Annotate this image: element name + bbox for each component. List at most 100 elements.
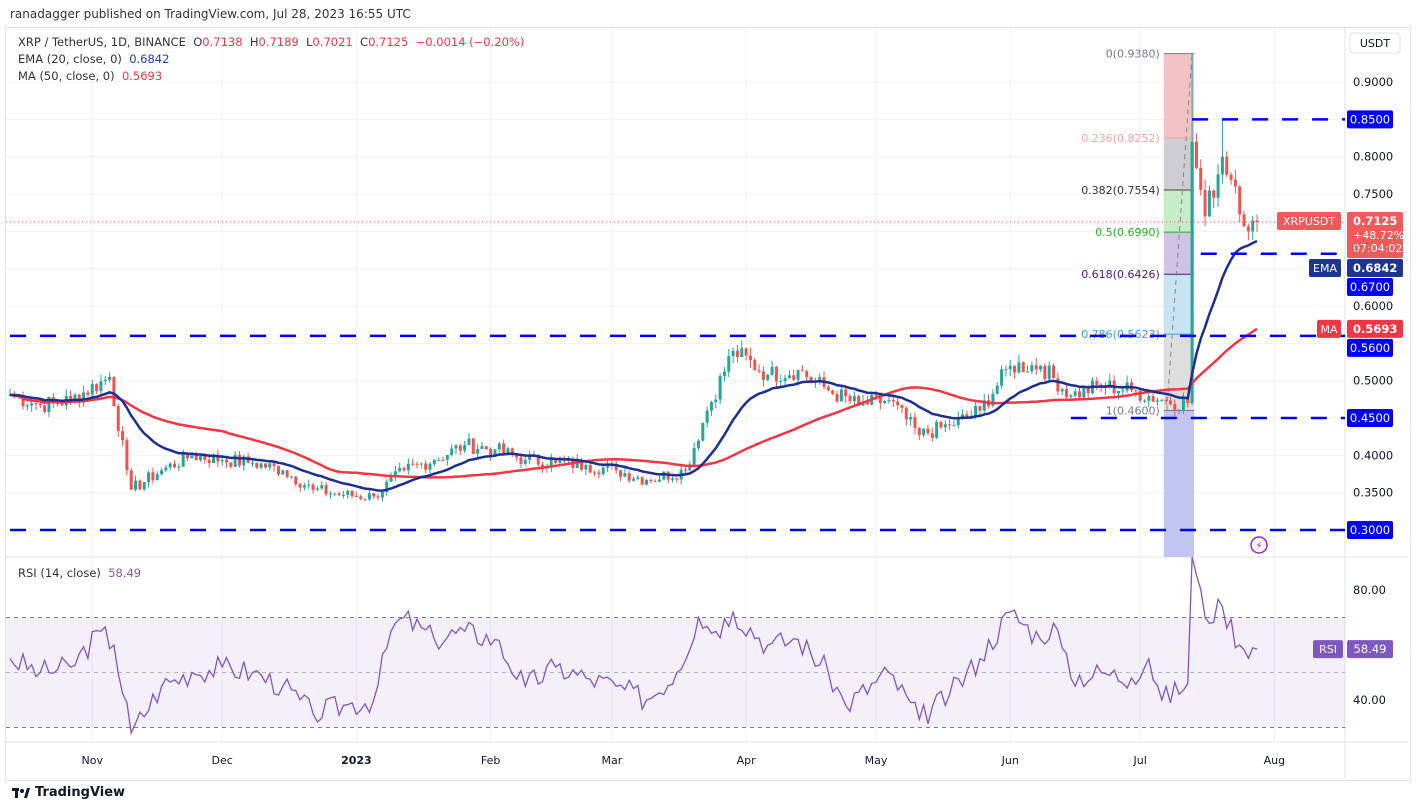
candle-body	[878, 395, 882, 404]
candle-body	[1229, 174, 1233, 180]
currency-label: USDT	[1360, 37, 1391, 50]
candle-body	[376, 496, 380, 498]
fib-zone	[1163, 189, 1195, 233]
candle-body	[722, 371, 726, 376]
tradingview-logo[interactable]: TradingView	[12, 785, 125, 800]
ema-value: 0.6842	[129, 52, 170, 66]
candle-body	[47, 397, 51, 412]
candle-body	[1008, 365, 1012, 370]
price-axis-label: 0.7500	[1353, 187, 1393, 201]
candle-body	[1073, 391, 1077, 396]
candle-body	[307, 484, 311, 486]
candle-body	[597, 472, 601, 475]
price-tag-value: 0.7125	[1353, 214, 1397, 228]
candle-body	[917, 427, 921, 436]
candle-body	[1233, 179, 1237, 187]
fib-level-label: 0.382(0.7554)	[1081, 184, 1160, 197]
candle-body	[913, 417, 917, 428]
candle-body	[1116, 390, 1120, 394]
series-tag	[1277, 212, 1341, 231]
ema-legend[interactable]: EMA (20, close, 0) 0.6842	[18, 52, 169, 66]
fib-level-label: 0.5(0.6990)	[1095, 226, 1160, 239]
candle-body	[787, 375, 791, 379]
rsi-axis-label: 80.00	[1353, 583, 1386, 597]
candle-body	[1017, 362, 1021, 373]
series-tag-label: EMA	[1313, 262, 1337, 275]
candle-body	[982, 400, 986, 411]
candle-body	[476, 448, 480, 454]
candle-body	[766, 374, 770, 380]
candle-body	[761, 371, 765, 380]
close-label: C	[360, 35, 369, 49]
candle-body	[653, 480, 657, 482]
ma-legend[interactable]: MA (50, close, 0) 0.5693	[18, 69, 162, 83]
candle-body	[1207, 190, 1211, 217]
candle-body	[601, 467, 605, 475]
candle-body	[519, 457, 523, 464]
candle-body	[108, 376, 112, 380]
candle-body	[961, 414, 965, 418]
candle-body	[744, 348, 748, 356]
candle-body	[939, 421, 943, 428]
candle-body	[103, 379, 107, 381]
candle-body	[1034, 365, 1038, 370]
candle-body	[675, 478, 679, 480]
time-axis-label: Feb	[481, 754, 500, 767]
candle-body	[839, 389, 843, 402]
candle-body	[90, 384, 94, 395]
candle-body	[714, 399, 718, 403]
candle-body	[242, 456, 246, 466]
candle-body	[1013, 365, 1017, 373]
candle-body	[779, 381, 783, 383]
candle-body	[276, 465, 280, 475]
ma-line	[9, 327, 1258, 479]
candle-body	[619, 470, 623, 477]
candle-body	[138, 480, 142, 490]
candle-body	[320, 485, 324, 489]
time-axis-label: Apr	[737, 754, 757, 767]
candle-body	[134, 480, 138, 490]
candle-body	[1108, 380, 1112, 388]
rsi-legend[interactable]: RSI (14, close) 58.49	[18, 566, 141, 580]
candle-body	[458, 445, 462, 451]
candle-body	[1086, 386, 1090, 394]
price-axis-label: 0.6000	[1353, 299, 1393, 313]
fib-level-label: 0.236(0.8252)	[1081, 132, 1160, 145]
candle-body	[190, 455, 194, 459]
candle-body	[645, 479, 649, 485]
candle-body	[891, 400, 895, 402]
candle-body	[1216, 174, 1220, 198]
candle-body	[792, 375, 796, 380]
candle-body	[562, 460, 566, 462]
candle-body	[965, 414, 969, 417]
candle-body	[658, 479, 661, 482]
candle-body	[1181, 398, 1185, 410]
candle-body	[1078, 391, 1082, 398]
ma-value: 0.5693	[121, 69, 163, 83]
candle-body	[1060, 389, 1064, 392]
candle-body	[86, 392, 90, 395]
candle-body	[549, 459, 553, 468]
open-label: O	[193, 35, 203, 49]
candle-body	[909, 417, 913, 420]
price-tag-value: 0.6842	[1353, 261, 1397, 275]
candle-body	[1246, 226, 1250, 232]
candle-body	[419, 463, 423, 465]
time-axis-label: 2023	[341, 754, 372, 767]
key-level-tag	[1347, 278, 1393, 297]
candle-body	[354, 495, 358, 497]
candle-body	[1082, 386, 1086, 398]
candle-body	[1160, 400, 1164, 402]
candle-body	[926, 428, 930, 434]
candle-body	[883, 400, 887, 404]
candle-body	[484, 446, 488, 449]
open-value: 0.7138	[202, 35, 243, 49]
candle-body	[233, 454, 237, 467]
price-tag-extra: +48.72%	[1353, 229, 1404, 242]
candle-body	[1047, 365, 1051, 380]
footer-brand: TradingView	[35, 785, 126, 800]
series-tag	[1317, 319, 1341, 338]
candle-body	[34, 403, 38, 405]
candle-body	[471, 438, 475, 454]
